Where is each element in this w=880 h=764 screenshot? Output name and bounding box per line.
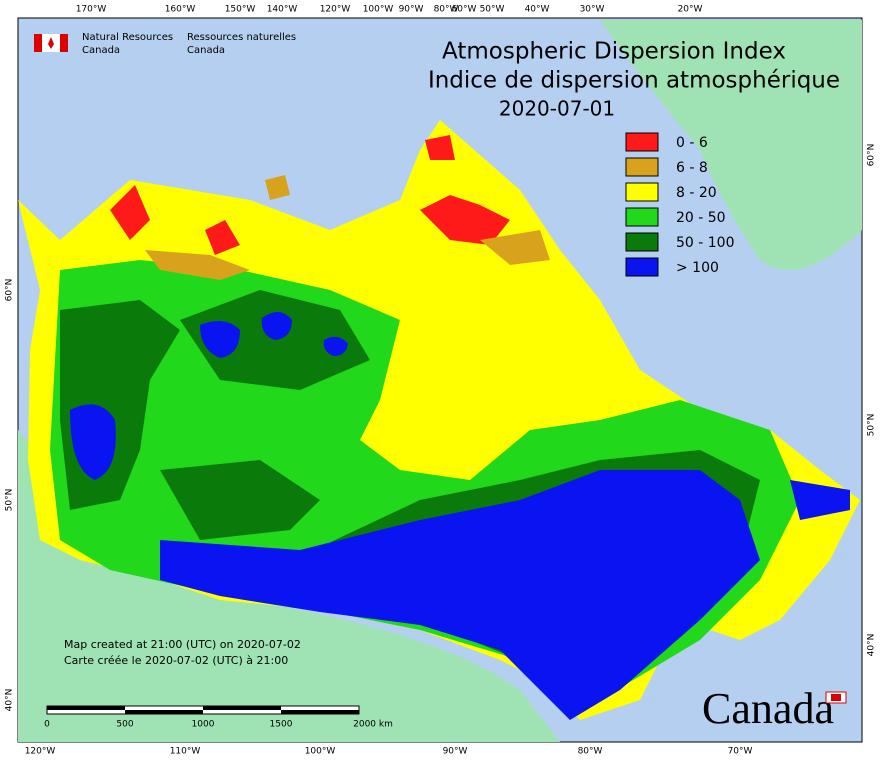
scale-bar bbox=[46, 705, 360, 715]
graticule-label: 20°W bbox=[678, 5, 703, 15]
graticule-label: 80°W bbox=[434, 5, 459, 15]
flag-leaf bbox=[48, 37, 54, 49]
graticule-label: 80°W bbox=[578, 747, 603, 757]
legend-swatch bbox=[625, 132, 659, 152]
wordmark: Canada bbox=[702, 684, 834, 733]
graticule-label: 40°N bbox=[5, 689, 15, 712]
legend-swatch bbox=[625, 182, 659, 202]
graticule-label: 110°W bbox=[170, 747, 201, 757]
scale-label: 0 bbox=[44, 720, 50, 730]
graticule-label: 120°W bbox=[25, 747, 56, 757]
scale-label: 1000 bbox=[192, 720, 215, 730]
graticule-label: 90°W bbox=[443, 747, 468, 757]
legend-swatch bbox=[625, 207, 659, 227]
legend-swatch bbox=[625, 157, 659, 177]
canada-low-moderate-index bbox=[145, 175, 550, 280]
scale-label: 500 bbox=[116, 720, 133, 730]
flag-bar bbox=[34, 34, 42, 52]
title-fr: Indice de dispersion atmosphérique bbox=[428, 68, 840, 94]
graticule-label: 40°N bbox=[867, 634, 877, 657]
graticule-label: 100°W bbox=[363, 5, 394, 15]
legend-label: 8 - 20 bbox=[676, 185, 717, 201]
scale-segment bbox=[203, 706, 281, 710]
graticule-label: 70°W bbox=[728, 747, 753, 757]
legend-label: > 100 bbox=[676, 260, 719, 276]
scale-segment bbox=[281, 710, 359, 714]
canada-wordmark: Canada bbox=[702, 684, 847, 733]
note: Map created at 21:00 (UTC) on 2020-07-02 bbox=[64, 638, 301, 651]
title-en: Atmospheric Dispersion Index bbox=[442, 39, 786, 65]
graticule-label: 140°W bbox=[267, 5, 298, 15]
graticule-label: 60°N bbox=[5, 279, 15, 302]
greenland bbox=[600, 20, 862, 270]
legend-swatch bbox=[625, 232, 659, 252]
scale-label: 1500 bbox=[270, 720, 293, 730]
legend-label: 50 - 100 bbox=[676, 235, 735, 251]
graticule-label: 30°W bbox=[580, 5, 605, 15]
legend-label: 0 - 6 bbox=[676, 135, 708, 151]
wordmark-leaf bbox=[831, 694, 841, 701]
flag-bar bbox=[60, 34, 68, 52]
graticule-label: 50°W bbox=[480, 5, 505, 15]
agency-signature: Natural Resources Canada Ressources natu… bbox=[34, 32, 296, 56]
agency-en: Canada bbox=[82, 45, 120, 56]
note: Carte créée le 2020-07-02 (UTC) à 21:00 bbox=[64, 654, 288, 667]
graticule-label: 150°W bbox=[225, 5, 256, 15]
graticule-label: 50°N bbox=[5, 489, 15, 512]
agency-en: Natural Resources bbox=[82, 32, 173, 43]
legend-swatch bbox=[625, 257, 659, 277]
legend-label: 20 - 50 bbox=[676, 210, 726, 226]
graticule-label: 40°W bbox=[525, 5, 550, 15]
scale-label: 2000 km bbox=[353, 720, 393, 730]
graticule-label: 120°W bbox=[320, 5, 351, 15]
legend-label: 6 - 8 bbox=[676, 160, 708, 176]
graticule-label: 60°N bbox=[867, 144, 877, 167]
scale-segment bbox=[125, 710, 203, 714]
graticule-label: 170°W bbox=[76, 5, 107, 15]
graticule-label: 60°W bbox=[452, 5, 477, 15]
graticule-label: 90°W bbox=[399, 5, 424, 15]
agency-fr: Canada bbox=[187, 45, 225, 56]
canada-very-high-index bbox=[70, 311, 850, 720]
graticule-label: 160°W bbox=[165, 5, 196, 15]
usa-land bbox=[18, 430, 560, 742]
agency-fr: Ressources naturelles bbox=[187, 32, 296, 43]
scale-segment bbox=[47, 706, 125, 710]
title-date: 2020-07-01 bbox=[499, 97, 615, 121]
map-frame: Natural Resources Canada Ressources natu… bbox=[17, 17, 863, 743]
graticule-label: 100°W bbox=[305, 747, 336, 757]
graticule-label: 50°N bbox=[867, 414, 877, 437]
